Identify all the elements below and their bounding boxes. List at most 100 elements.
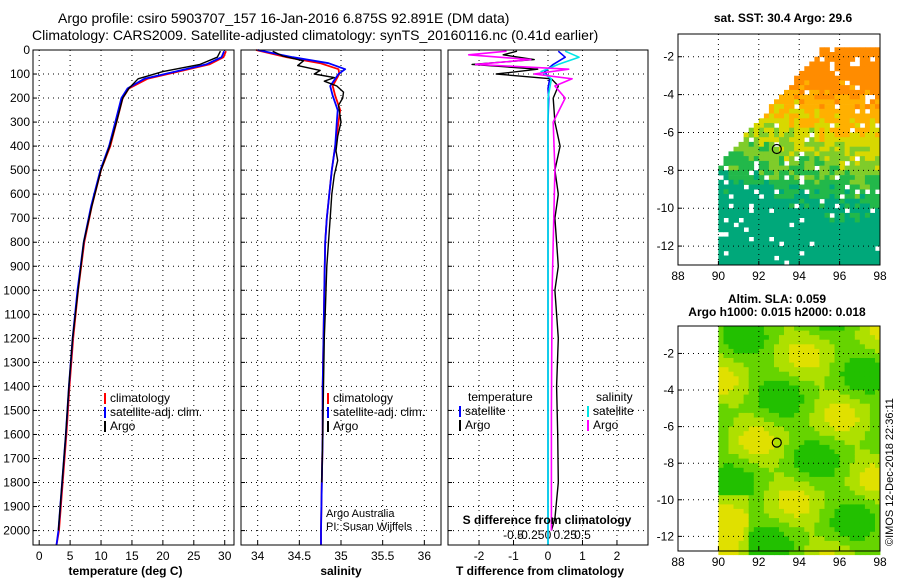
sla-cell (804, 385, 810, 391)
sla-cell (718, 339, 724, 345)
sla-cell (758, 449, 765, 455)
sst-cell (794, 179, 800, 185)
sla-cell (768, 440, 775, 446)
sla-cell (733, 335, 739, 341)
sla-cell (844, 358, 851, 363)
sla-cell (809, 376, 815, 382)
sla-cell (844, 472, 851, 478)
sst-cell (748, 146, 755, 152)
sst-cell (804, 94, 810, 100)
sla-cell (774, 417, 780, 423)
sst-cell (763, 222, 770, 228)
sla-cell (758, 371, 765, 377)
sst_map-xtick-label: 90 (712, 269, 726, 283)
sla-cell (789, 472, 795, 478)
sla-cell (839, 495, 845, 501)
sla-cell (809, 513, 815, 519)
sla-cell (859, 371, 866, 377)
sst-cell (758, 165, 765, 171)
sst-cell (748, 198, 755, 204)
sst-cell (849, 132, 856, 138)
sst-cell (804, 231, 810, 237)
sla-cell (864, 472, 871, 478)
sla-cell (829, 476, 835, 482)
sla-cell (758, 550, 765, 556)
sla-cell (733, 486, 739, 492)
sla-cell (859, 435, 866, 441)
sst-cell (794, 241, 800, 247)
sst-cell (839, 56, 845, 62)
sst-map-title: sat. SST: 30.4 Argo: 29.6 (714, 11, 853, 25)
sla-cell (758, 330, 765, 336)
sst-cell (839, 47, 845, 53)
sst-cell (834, 137, 840, 143)
sla-cell (738, 362, 744, 368)
sla-cell (753, 486, 760, 492)
sla-cell (748, 330, 755, 336)
sla-cell (718, 353, 724, 359)
sla-cell (854, 486, 861, 492)
sla-cell (875, 499, 881, 505)
sst-cell (814, 241, 820, 247)
sla-cell (784, 531, 790, 537)
sla-cell (728, 412, 734, 418)
sst-cell (875, 85, 881, 91)
sst-cell (809, 89, 815, 95)
sla-cell (779, 454, 785, 459)
sla-cell (763, 472, 770, 478)
sla-cell (733, 431, 739, 437)
sla-cell (733, 458, 739, 464)
sst-cell (859, 52, 866, 58)
sla-cell (794, 518, 800, 524)
sla-cell (839, 330, 845, 336)
sst-cell (789, 118, 795, 124)
sla-cell (854, 504, 861, 510)
sla-cell (723, 417, 729, 423)
sst-cell (718, 212, 724, 218)
sla-cell (819, 344, 825, 350)
sla-cell (829, 444, 835, 450)
sst-cell (844, 227, 851, 233)
sla-cell (864, 476, 871, 482)
sst-cell (854, 80, 861, 86)
sla-cell (814, 348, 820, 354)
sla-cell (718, 454, 724, 459)
sla-cell (763, 335, 770, 341)
sla-cell (723, 545, 729, 551)
sla-cell (799, 545, 805, 551)
sla-cell (768, 499, 775, 505)
sst-cell (738, 146, 744, 152)
sla-cell (859, 326, 866, 331)
sla-cell (743, 527, 750, 533)
sst-cell (799, 113, 805, 119)
sla-cell (869, 335, 876, 341)
sla-cell (738, 358, 744, 363)
sla-cell (768, 412, 775, 418)
sla-cell (849, 422, 856, 427)
sla_map-xtick-label: 94 (793, 555, 807, 569)
sla-cell (869, 422, 876, 427)
sla-cell (875, 431, 881, 437)
sla-cell (804, 472, 810, 478)
sla-cell (819, 449, 825, 455)
sst-cell (753, 255, 760, 261)
salinity-series-2 (272, 50, 345, 483)
sst-cell (849, 250, 856, 256)
sst-cell (869, 227, 876, 233)
sla-cell (809, 339, 815, 345)
sla-cell (849, 344, 856, 350)
sla-cell (768, 444, 775, 450)
sla-cell (774, 426, 780, 432)
sla-cell (748, 518, 755, 524)
sst-cell (844, 203, 851, 209)
sst-cell (875, 127, 881, 133)
sst-cell (824, 123, 830, 129)
sla-cell (869, 444, 876, 450)
sla-cell (854, 550, 861, 556)
sla-cell (859, 513, 866, 519)
sst-cell (829, 151, 835, 157)
sst-cell (864, 160, 871, 166)
sla-cell (844, 385, 851, 391)
sla-cell (864, 463, 871, 469)
sla-cell (789, 431, 795, 437)
